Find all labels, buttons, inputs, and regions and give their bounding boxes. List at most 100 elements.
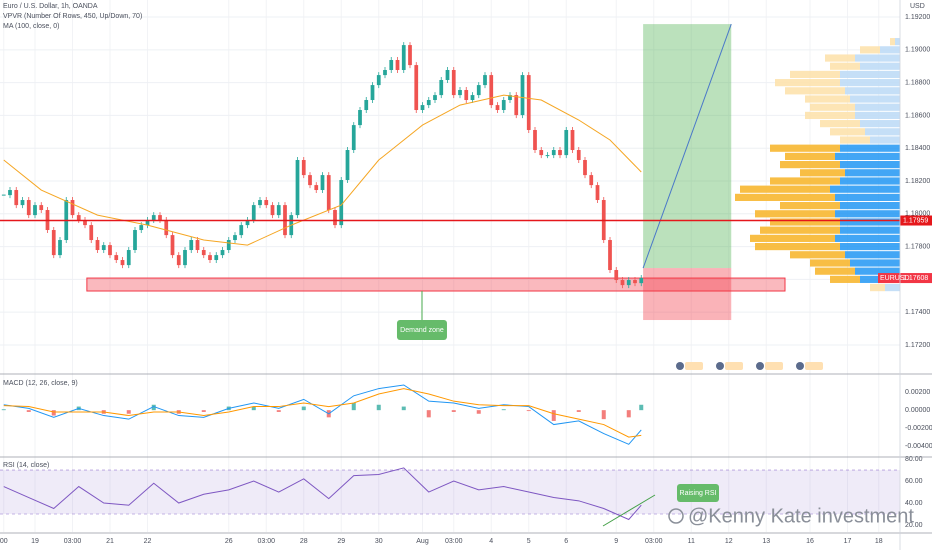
candle — [126, 250, 131, 266]
volume-down — [870, 283, 885, 292]
candle — [533, 130, 537, 151]
candle — [333, 210, 337, 226]
volume-down — [755, 210, 835, 218]
y-tick-label: 1.19200 — [905, 14, 930, 21]
event-icon — [796, 362, 804, 370]
candle — [208, 255, 212, 261]
candle — [176, 255, 181, 266]
volume-down — [800, 169, 845, 177]
x-tick-label: 5 — [527, 538, 531, 545]
candle — [14, 190, 19, 206]
candle — [8, 190, 12, 196]
volume-up — [835, 210, 900, 218]
volume-up — [885, 283, 900, 292]
candle — [395, 60, 400, 71]
volume-down — [780, 161, 840, 169]
y-tick-label: 1.19000 — [905, 47, 930, 54]
y-tick-label: 60.00 — [905, 478, 923, 485]
volume-up — [835, 234, 900, 242]
histogram-bar — [626, 410, 631, 418]
histogram-bar — [301, 406, 306, 411]
candle — [583, 160, 587, 176]
candle — [189, 240, 194, 251]
x-tick-label: 19 — [31, 538, 39, 545]
ma-legend: MA (100, close, 0) — [3, 23, 59, 30]
candle — [420, 105, 425, 111]
volume-up — [855, 103, 900, 111]
candle — [539, 150, 544, 156]
candle — [608, 240, 612, 271]
pane-title: RSI (14, close) — [3, 462, 49, 469]
volume-down — [810, 103, 855, 111]
candle — [326, 175, 331, 211]
histogram-bar — [426, 410, 431, 418]
histogram-bar — [1, 409, 6, 411]
candle — [145, 220, 150, 226]
volume-down — [785, 152, 835, 161]
candle — [389, 60, 394, 71]
rsi-band — [0, 470, 900, 514]
volume-down — [740, 185, 830, 193]
volume-up — [850, 95, 900, 103]
candle — [220, 250, 225, 256]
candle — [26, 200, 31, 216]
candle — [576, 150, 581, 161]
rsi-trendline — [602, 494, 656, 527]
unit-label: USD — [910, 3, 925, 10]
candle — [383, 70, 387, 76]
level-label: 1.17959 — [903, 217, 928, 224]
x-tick-label: 30 — [375, 538, 383, 545]
y-tick-label: 0.00000 — [905, 407, 930, 414]
x-tick-label: 18 — [875, 538, 883, 545]
candle — [201, 250, 206, 256]
candle — [489, 75, 494, 106]
candle — [620, 280, 625, 286]
y-tick-label: 0.00200 — [905, 389, 930, 396]
candle — [133, 230, 137, 251]
x-tick-label: 03:00 — [445, 538, 463, 545]
volume-up — [840, 226, 900, 234]
candle — [245, 220, 250, 226]
candle — [51, 230, 56, 256]
candle — [270, 205, 275, 216]
candle — [464, 90, 469, 101]
candle — [89, 225, 94, 241]
event-icon — [716, 362, 724, 370]
candle — [108, 245, 112, 256]
candle — [258, 200, 262, 206]
histogram-bar — [201, 410, 206, 412]
candle — [476, 85, 481, 96]
histogram-bar — [639, 404, 644, 411]
candle — [520, 75, 525, 116]
candle — [345, 150, 350, 181]
position-path — [642, 23, 732, 269]
x-tick-label: 22 — [144, 538, 152, 545]
x-tick-label: 21 — [106, 538, 114, 545]
watermark-icon — [668, 508, 684, 524]
candle — [370, 85, 375, 101]
volume-down — [770, 144, 840, 152]
volume-up — [840, 161, 900, 169]
y-tick-label: 1.18200 — [905, 178, 930, 185]
candle — [451, 70, 456, 96]
volume-down — [770, 177, 840, 185]
candle — [408, 45, 412, 66]
volume-down — [820, 120, 860, 128]
candle — [570, 130, 575, 151]
volume-down — [760, 226, 840, 234]
volume-up — [860, 120, 900, 128]
histogram-bar — [26, 410, 31, 412]
candle — [364, 100, 369, 111]
histogram-bar — [51, 410, 56, 416]
histogram-bar — [451, 410, 456, 412]
candle — [83, 220, 87, 226]
candle — [351, 125, 356, 151]
macd-line — [3, 384, 642, 445]
candle — [239, 225, 244, 236]
volume-down — [755, 242, 840, 251]
volume-down — [775, 79, 840, 87]
candle — [114, 255, 119, 261]
x-tick-label: 29 — [337, 538, 345, 545]
y-tick-label: 1.18400 — [905, 145, 930, 152]
candle — [470, 95, 475, 101]
